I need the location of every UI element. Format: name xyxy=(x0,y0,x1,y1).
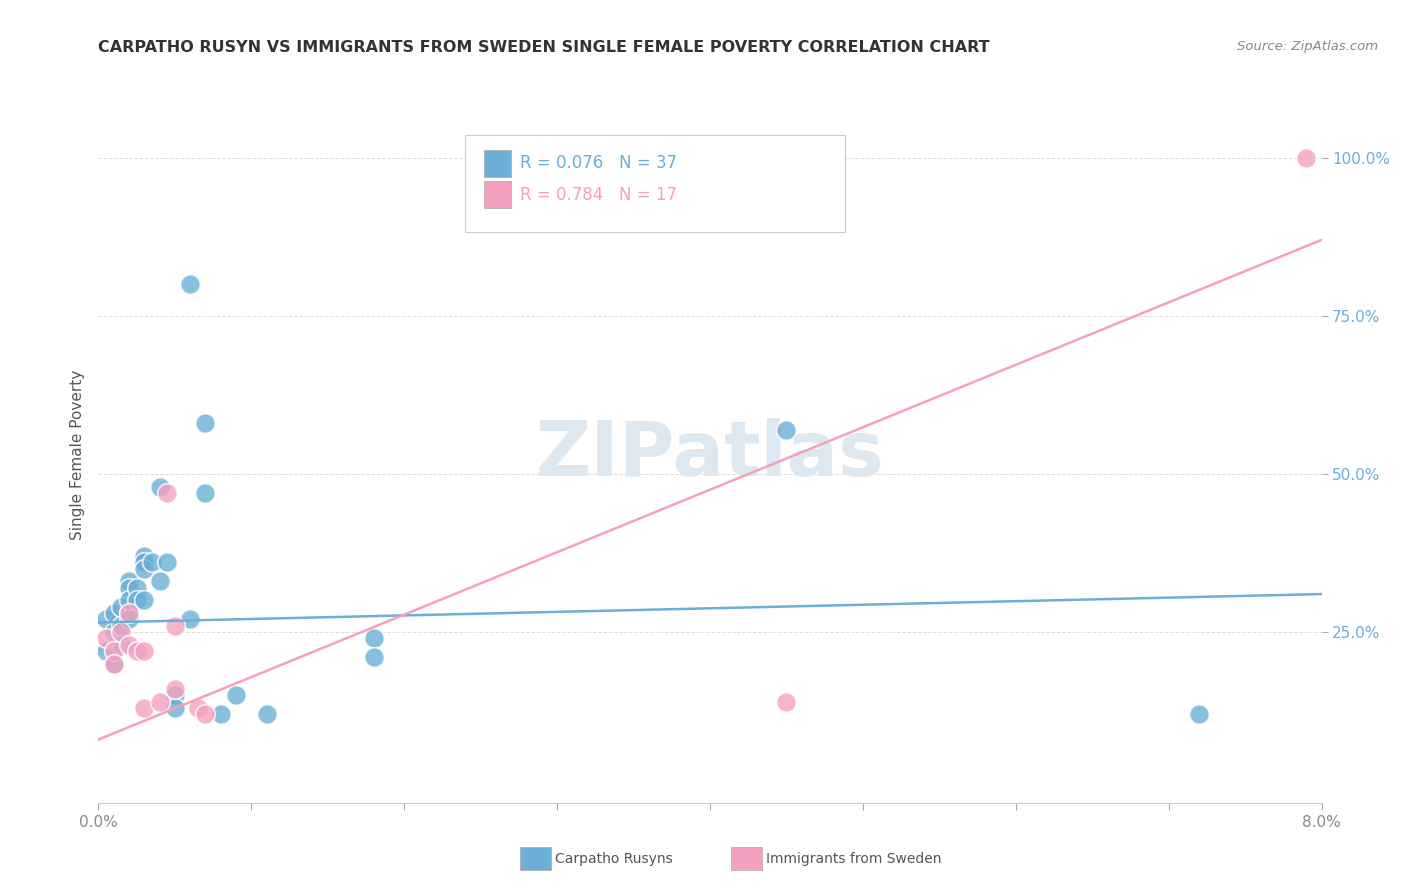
Point xyxy=(125,593,148,607)
Point xyxy=(103,657,125,671)
Point xyxy=(110,638,132,652)
Point xyxy=(156,486,179,500)
Text: Immigrants from Sweden: Immigrants from Sweden xyxy=(766,852,942,866)
Y-axis label: Single Female Poverty: Single Female Poverty xyxy=(69,370,84,540)
Point xyxy=(156,556,179,570)
Text: CARPATHO RUSYN VS IMMIGRANTS FROM SWEDEN SINGLE FEMALE POVERTY CORRELATION CHART: CARPATHO RUSYN VS IMMIGRANTS FROM SWEDEN… xyxy=(98,40,990,55)
Point xyxy=(775,423,797,437)
FancyBboxPatch shape xyxy=(465,135,845,232)
Text: R = 0.784   N = 17: R = 0.784 N = 17 xyxy=(520,186,678,203)
Text: ZIPatlas: ZIPatlas xyxy=(536,418,884,491)
FancyBboxPatch shape xyxy=(484,181,510,208)
Point xyxy=(363,632,385,646)
Point xyxy=(118,606,141,620)
Point xyxy=(103,644,125,658)
Point xyxy=(134,593,156,607)
Point xyxy=(363,650,385,665)
Point xyxy=(194,417,217,431)
Text: Source: ZipAtlas.com: Source: ZipAtlas.com xyxy=(1237,40,1378,54)
Point xyxy=(209,707,232,722)
Point xyxy=(125,581,148,595)
Point xyxy=(134,644,156,658)
Point xyxy=(134,556,156,570)
Point xyxy=(187,701,209,715)
Point xyxy=(125,644,148,658)
Point xyxy=(118,574,141,589)
Point xyxy=(94,644,117,658)
Point xyxy=(163,701,186,715)
Point xyxy=(103,606,125,620)
Point xyxy=(118,593,141,607)
Point xyxy=(1295,151,1317,165)
Point xyxy=(163,688,186,702)
Point xyxy=(179,277,201,292)
Point xyxy=(118,612,141,626)
Point xyxy=(149,695,172,709)
Point xyxy=(134,549,156,563)
Point xyxy=(110,618,132,632)
Point xyxy=(103,657,125,671)
Point xyxy=(110,599,132,614)
Point xyxy=(118,581,141,595)
Point xyxy=(118,638,141,652)
Point xyxy=(256,707,278,722)
Point xyxy=(141,556,163,570)
Point xyxy=(194,486,217,500)
Point xyxy=(149,479,172,493)
FancyBboxPatch shape xyxy=(484,150,510,177)
Point xyxy=(194,707,217,722)
Point xyxy=(94,632,117,646)
Point xyxy=(134,556,156,570)
Point xyxy=(110,625,132,640)
Point xyxy=(134,701,156,715)
Point xyxy=(163,681,186,696)
Point xyxy=(775,695,797,709)
Point xyxy=(1188,707,1211,722)
Point xyxy=(149,574,172,589)
Point xyxy=(225,688,247,702)
Point xyxy=(163,618,186,632)
Point xyxy=(94,612,117,626)
Point xyxy=(103,625,125,640)
Text: R = 0.076   N = 37: R = 0.076 N = 37 xyxy=(520,154,678,172)
Point xyxy=(134,562,156,576)
Text: Carpatho Rusyns: Carpatho Rusyns xyxy=(555,852,673,866)
Point xyxy=(179,612,201,626)
Point xyxy=(118,606,141,620)
